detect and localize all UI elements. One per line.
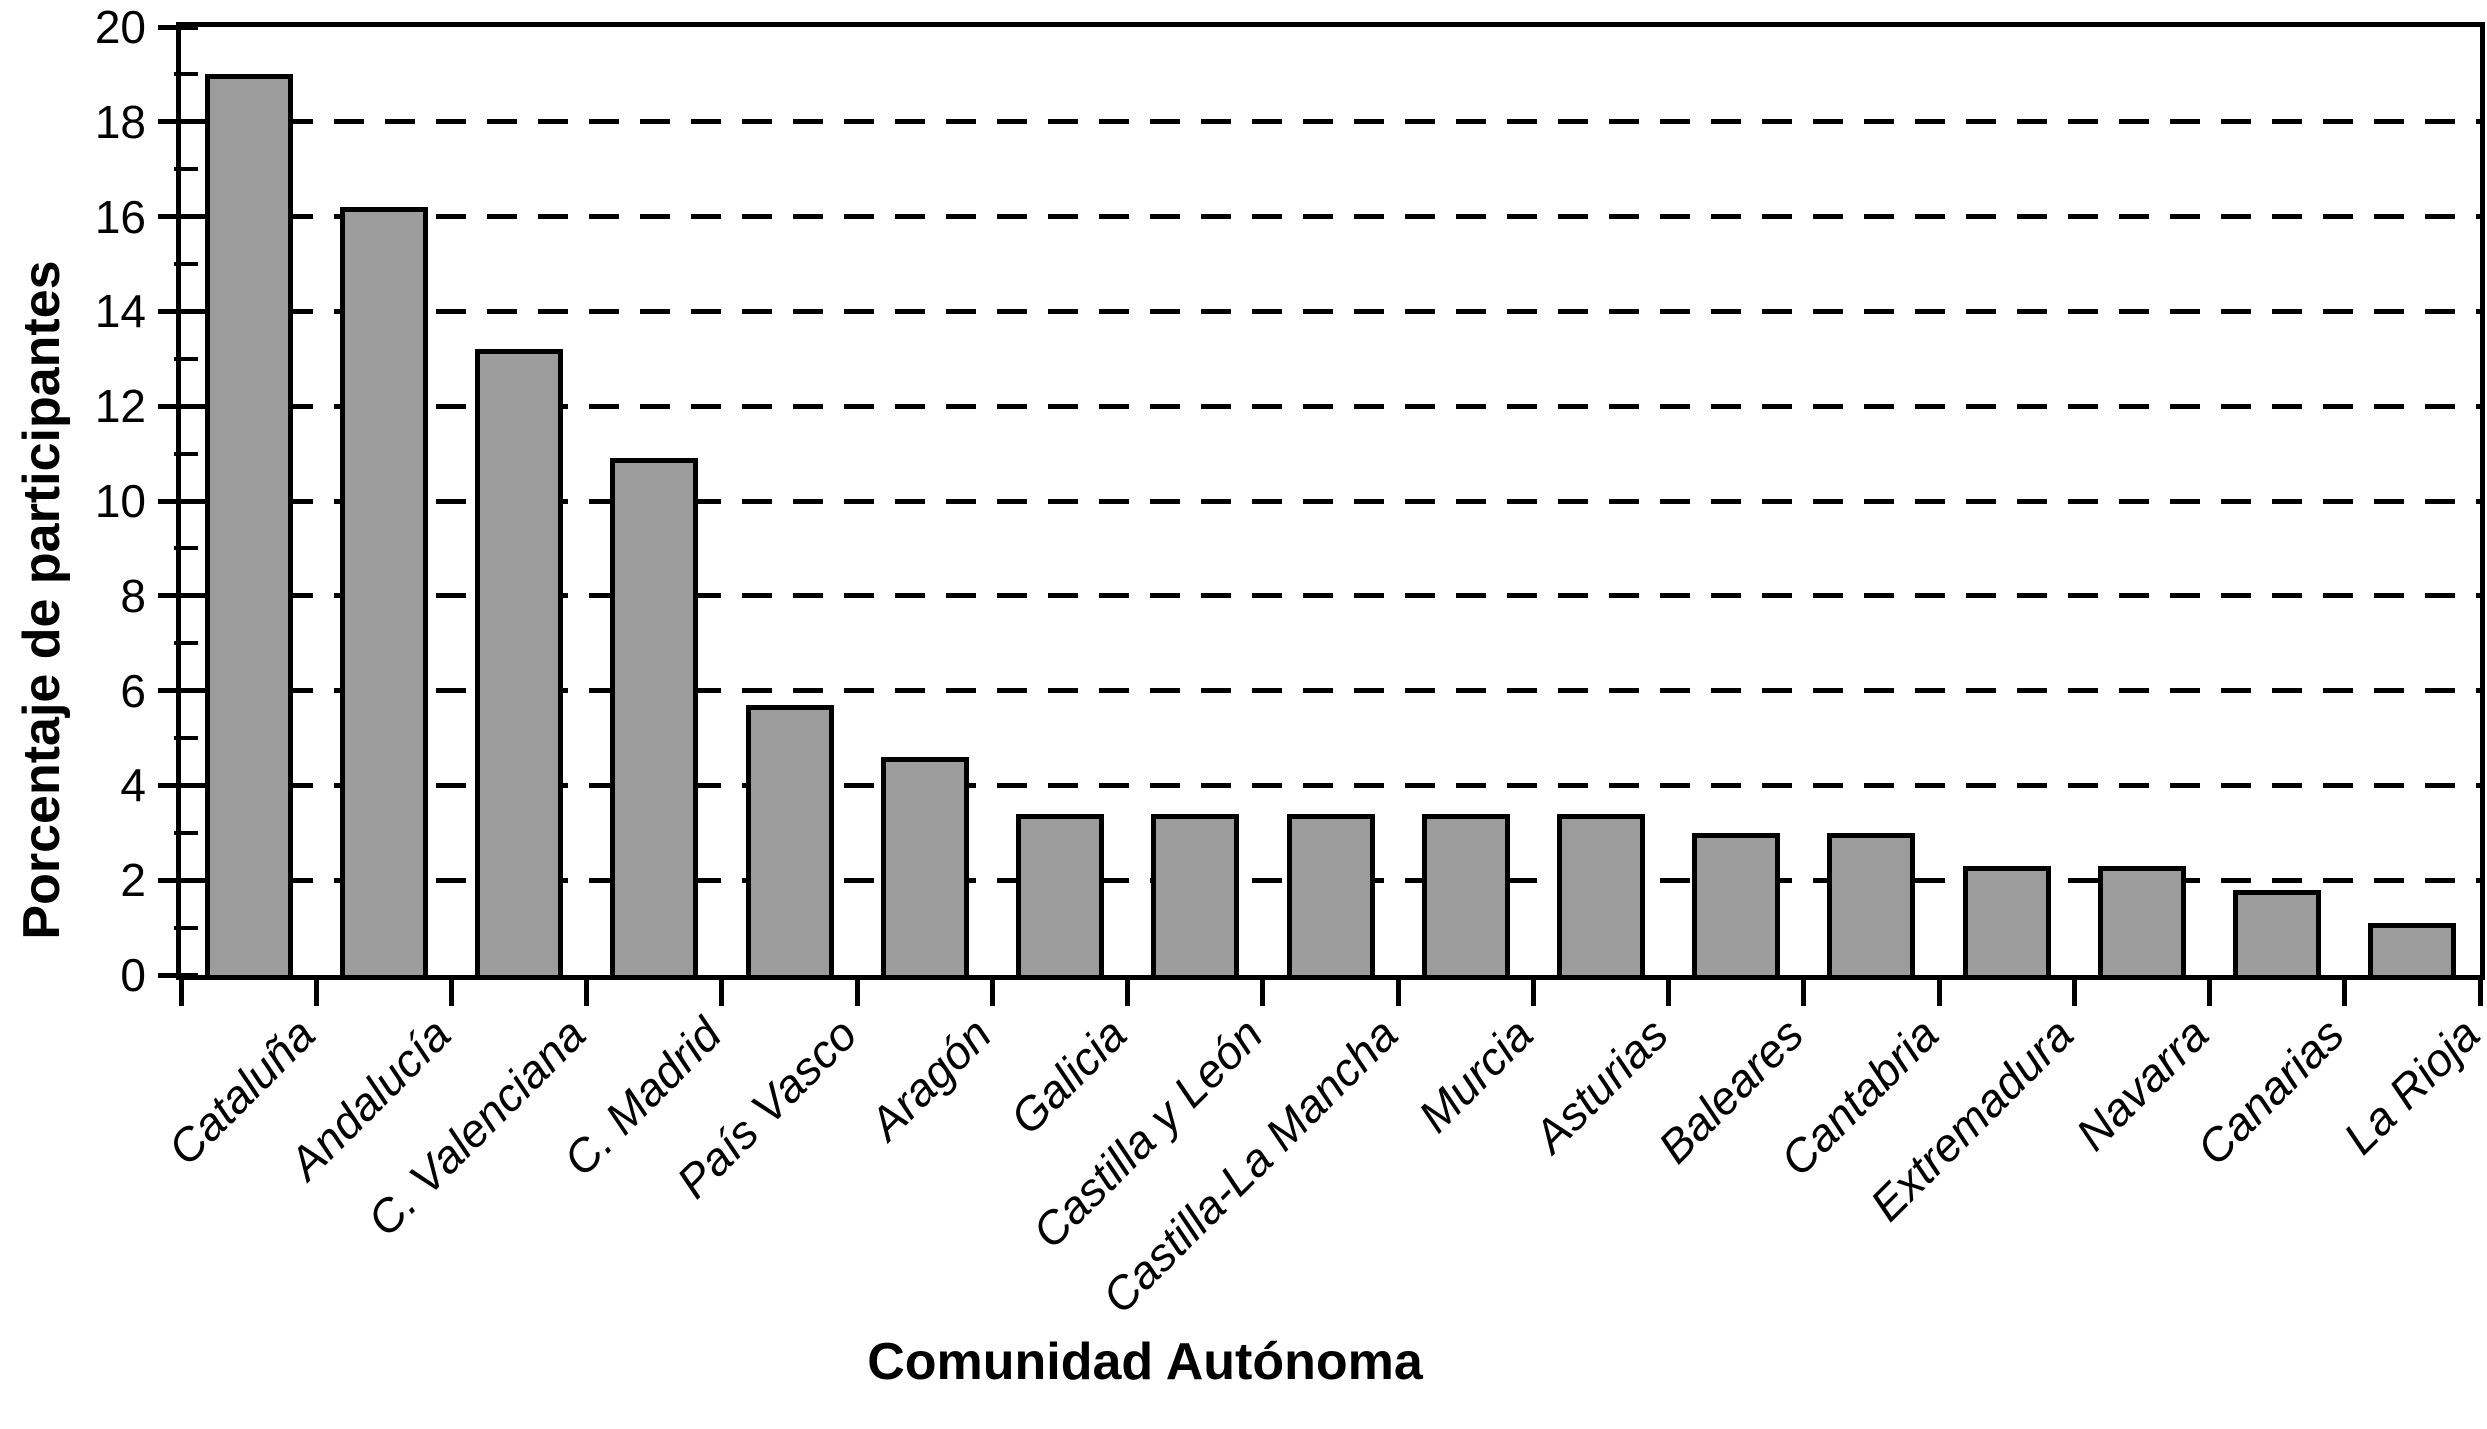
bar-baleares — [1692, 832, 1781, 975]
bar-castilla-y-le-n — [1151, 813, 1240, 975]
y-tick-0 — [158, 972, 198, 978]
y-minor-tick-9 — [174, 546, 198, 551]
y-minor-tick-5 — [174, 736, 198, 740]
x-tick-8 — [1260, 978, 1266, 1006]
bar-cantabria — [1827, 832, 1916, 975]
x-tick-6 — [989, 978, 995, 1006]
bar-castilla-la-mancha — [1286, 813, 1375, 975]
bar-c-madrid — [610, 458, 699, 975]
x-tick-label: Murcia — [1408, 1007, 1543, 1143]
bar-canarias — [2233, 889, 2322, 975]
x-tick-11 — [1666, 978, 1672, 1006]
y-minor-tick-7 — [174, 641, 198, 646]
y-minor-tick-19 — [174, 72, 198, 77]
x-tick-label: Aragón — [859, 1007, 1002, 1150]
gridline-8 — [181, 593, 2480, 599]
x-tick-label: Galicia — [1000, 1007, 1137, 1145]
x-tick-7 — [1125, 978, 1131, 1006]
gridline-12 — [181, 403, 2480, 409]
x-tick-16 — [2342, 978, 2348, 1006]
y-tick-label-4: 4 — [120, 759, 146, 812]
gridline-6 — [181, 688, 2480, 694]
y-tick-label-6: 6 — [120, 664, 146, 717]
bar-arag-n — [880, 756, 969, 975]
bar-murcia — [1421, 813, 1510, 975]
y-minor-tick-1 — [174, 925, 198, 930]
y-minor-tick-17 — [174, 167, 198, 172]
bar-galicia — [1016, 813, 1105, 975]
x-tick-1 — [313, 978, 319, 1006]
y-tick-20 — [158, 24, 198, 30]
gridline-10 — [181, 498, 2480, 504]
bar-la-rioja — [2368, 922, 2457, 975]
gridline-4 — [181, 782, 2480, 788]
y-minor-tick-3 — [174, 830, 198, 835]
bar-extremadura — [1962, 865, 2051, 975]
y-tick-label-14: 14 — [94, 285, 146, 338]
x-tick-label: La Rioja — [2332, 1007, 2487, 1164]
y-tick-6 — [158, 688, 198, 694]
bar-c-valenciana — [475, 349, 564, 975]
bar-navarra — [2097, 865, 2186, 975]
y-minor-tick-15 — [174, 262, 198, 266]
y-tick-2 — [158, 877, 198, 883]
y-tick-label-8: 8 — [120, 569, 146, 622]
bar-pa-s-vasco — [745, 704, 834, 975]
x-tick-5 — [854, 978, 860, 1006]
y-tick-label-2: 2 — [120, 854, 146, 907]
x-tick-4 — [719, 978, 725, 1006]
y-tick-4 — [158, 782, 198, 788]
y-tick-label-0: 0 — [120, 949, 146, 1001]
y-tick-label-12: 12 — [94, 380, 146, 433]
bar-catalu-a — [204, 74, 293, 975]
x-tick-9 — [1395, 978, 1401, 1006]
y-tick-18 — [158, 119, 198, 125]
x-tick-3 — [584, 978, 590, 1006]
y-tick-14 — [158, 308, 198, 314]
x-tick-13 — [1936, 978, 1942, 1006]
x-tick-0 — [178, 978, 184, 1006]
x-tick-10 — [1530, 978, 1536, 1006]
bar-asturias — [1556, 813, 1645, 975]
gridline-18 — [181, 119, 2480, 125]
y-tick-label-10: 10 — [94, 475, 146, 527]
gridline-14 — [181, 308, 2480, 314]
bar-andaluc-a — [339, 207, 428, 975]
x-axis-title: Comunidad Autónoma — [867, 1333, 1423, 1391]
y-tick-10 — [158, 498, 198, 504]
y-tick-label-18: 18 — [94, 95, 146, 148]
x-tick-12 — [1801, 978, 1807, 1006]
y-tick-8 — [158, 593, 198, 599]
y-tick-16 — [158, 214, 198, 220]
y-tick-label-16: 16 — [94, 190, 146, 243]
y-tick-12 — [158, 403, 198, 409]
y-tick-label-20: 20 — [94, 1, 146, 53]
x-tick-17 — [2477, 978, 2483, 1006]
y-minor-tick-11 — [174, 451, 198, 456]
gridline-16 — [181, 214, 2480, 220]
y-minor-tick-13 — [174, 356, 198, 361]
x-tick-14 — [2071, 978, 2077, 1006]
x-tick-15 — [2207, 978, 2213, 1006]
x-tick-label: Canarias — [2186, 1007, 2354, 1175]
x-tick-2 — [448, 978, 454, 1006]
